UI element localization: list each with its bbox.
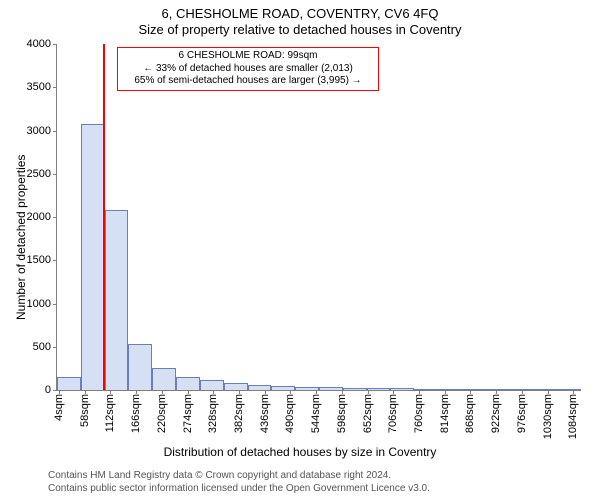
x-tick-label: 166sqm [130,394,142,433]
histogram-bar [200,380,224,390]
x-tick-mark [470,390,471,394]
histogram-bar [105,210,129,390]
x-tick-mark [445,390,446,394]
x-tick-mark [522,390,523,394]
x-tick-mark [188,390,189,394]
histogram-bar [486,389,510,390]
y-tick-mark [53,390,57,391]
x-tick-mark [419,390,420,394]
x-tick-mark [239,390,240,394]
x-tick-mark [573,390,574,394]
x-tick-mark [393,390,394,394]
x-tick-label: 274sqm [182,394,194,433]
histogram-bar [57,377,81,390]
histogram-bar [533,389,557,390]
y-tick-mark [53,44,57,45]
x-tick-label: 436sqm [259,394,271,433]
x-tick-label: 868sqm [464,394,476,433]
histogram-bar [343,388,367,390]
x-tick-mark [265,390,266,394]
histogram-bar [557,389,581,390]
x-tick-label: 814sqm [439,394,451,433]
footer-copyright-2: Contains public sector information licen… [48,483,430,494]
x-tick-label: 976sqm [516,394,528,433]
x-tick-mark [548,390,549,394]
x-tick-mark [342,390,343,394]
x-tick-label: 598sqm [336,394,348,433]
page-address-title: 6, CHESHOLME ROAD, COVENTRY, CV6 4FQ [0,6,600,21]
marker-annotation-box: 6 CHESHOLME ROAD: 99sqm ← 33% of detache… [117,47,379,91]
histogram-bar [462,389,486,390]
histogram-bar [295,387,319,390]
y-tick-mark [53,260,57,261]
x-tick-label: 4sqm [53,394,65,421]
x-tick-label: 328sqm [207,394,219,433]
x-tick-label: 544sqm [310,394,322,433]
annotation-line-3: 65% of semi-detached houses are larger (… [124,75,372,88]
histogram-bar [510,389,534,390]
histogram-bar [271,386,295,390]
x-tick-mark [59,390,60,394]
histogram-bar [224,383,248,390]
page-subtitle: Size of property relative to detached ho… [0,22,600,37]
x-tick-mark [290,390,291,394]
x-tick-label: 1084sqm [567,394,579,439]
x-tick-label: 652sqm [362,394,374,433]
x-tick-label: 220sqm [156,394,168,433]
x-axis-label: Distribution of detached houses by size … [0,445,600,459]
x-tick-mark [213,390,214,394]
histogram-bar [319,387,343,390]
x-tick-label: 706sqm [387,394,399,433]
x-tick-label: 922sqm [490,394,502,433]
histogram-bar [367,388,391,390]
histogram-bar [81,124,105,390]
x-tick-mark [368,390,369,394]
y-tick-mark [53,304,57,305]
histogram-bar [152,368,176,390]
x-tick-label: 382sqm [233,394,245,433]
y-tick-mark [53,174,57,175]
x-tick-mark [85,390,86,394]
x-tick-mark [162,390,163,394]
histogram-bar [390,388,414,390]
annotation-line-1: 6 CHESHOLME ROAD: 99sqm [124,50,372,63]
histogram-bar [438,389,462,390]
x-tick-label: 490sqm [284,394,296,433]
histogram-bar [176,377,200,390]
x-tick-label: 1030sqm [542,394,554,439]
x-tick-mark [316,390,317,394]
histogram-plot: 050010001500200025003000350040004sqm58sq… [56,44,581,391]
y-tick-mark [53,347,57,348]
x-tick-label: 112sqm [104,394,116,432]
footer-copyright-1: Contains HM Land Registry data © Crown c… [48,470,391,481]
histogram-bar [128,344,152,390]
y-tick-mark [53,131,57,132]
x-tick-label: 58sqm [79,394,91,427]
x-tick-mark [110,390,111,394]
property-marker-line [103,44,105,390]
x-tick-mark [496,390,497,394]
x-tick-mark [136,390,137,394]
y-tick-mark [53,87,57,88]
y-tick-mark [53,217,57,218]
x-tick-label: 760sqm [413,394,425,433]
histogram-bar [248,385,272,390]
histogram-bar [414,389,438,390]
annotation-line-2: ← 33% of detached houses are smaller (2,… [124,63,372,76]
